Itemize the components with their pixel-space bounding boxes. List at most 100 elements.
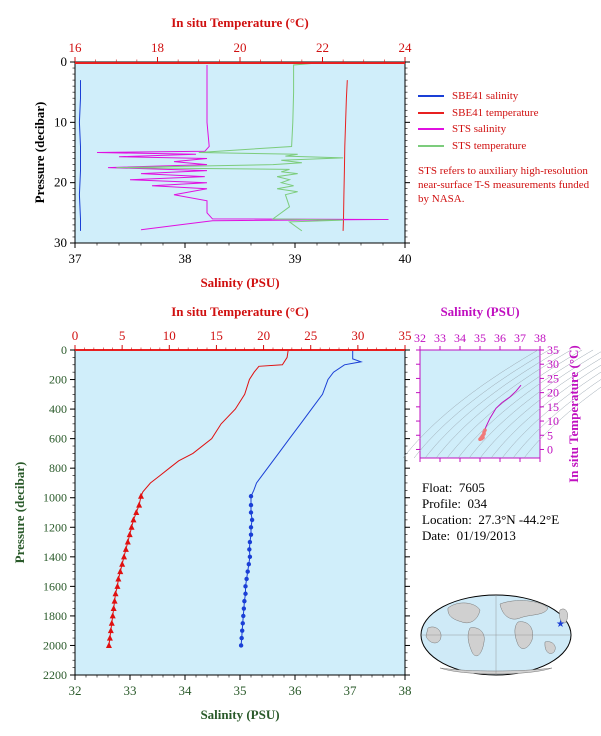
temperature-point: [114, 582, 121, 589]
float-value: 7605: [458, 480, 485, 495]
legend-label: SBE41 salinity: [452, 90, 519, 102]
bot-y-tick-label: 1000: [43, 491, 67, 505]
ts-x-tick-label: 37: [514, 331, 526, 345]
profile-label: Profile:: [422, 496, 461, 511]
bottom-axes: 32 33 34 35 36 37 38 Salinity (PSU) 0 5 10 15 20 25 30…: [12, 304, 412, 722]
salinity-point: [247, 539, 253, 545]
bot-xb-tick-label: 37: [344, 683, 358, 698]
bot-y-tick-label: 2200: [43, 668, 67, 682]
temperature-point: [109, 612, 116, 619]
ts-x-tick-label: 34: [454, 331, 466, 345]
temperature-point: [107, 627, 114, 634]
bot-xt-tick-label: 0: [72, 328, 79, 343]
temperature-point: [130, 516, 137, 523]
float-row: Float: 7605: [422, 480, 559, 496]
salinity-point: [245, 569, 250, 574]
top-xt-tick-label: 18: [151, 40, 164, 55]
salinity-point: [246, 562, 251, 567]
top-xt-tick-label: 24: [399, 40, 413, 55]
bot-xb-tick-label: 35: [234, 683, 247, 698]
bot-y-axis-label: Pressure (decibar): [12, 462, 27, 564]
temperature-point: [117, 568, 124, 575]
temperature-point: [138, 492, 144, 499]
temperature-point: [133, 509, 140, 515]
legend-label: SBE41 temperature: [452, 106, 539, 119]
top-series-line-2: [96, 65, 389, 231]
top-xb-tick-label: 37: [69, 251, 83, 266]
salinity-point: [249, 517, 255, 523]
ts-x-tick-label: 33: [434, 331, 446, 345]
globe-map: ★: [420, 594, 572, 676]
salinity-point: [240, 628, 245, 633]
salinity-point: [248, 494, 254, 499]
salinity-point: [243, 591, 248, 596]
profile-row: Profile: 034: [422, 496, 559, 512]
top-xt-tick-label: 22: [316, 40, 329, 55]
temperature-point: [124, 538, 131, 545]
top-xb-tick-label: 39: [289, 251, 302, 266]
top-axes: 37 38 39 40 Salinity (PSU) 16 18 20 22 24 In situ …: [32, 15, 412, 290]
ts-contour: [457, 349, 594, 459]
salinity-point: [248, 525, 254, 530]
bot-xb-tick-label: 34: [179, 683, 193, 698]
ts-contour: [468, 351, 601, 459]
bottom-profile-chart: 32 33 34 35 36 37 38 Salinity (PSU) 0 5 10 15 20 25 30…: [12, 304, 412, 722]
ts-axes: 32 33 34 35 36 37 38 Salinity (PSU) 051015202530…: [414, 304, 581, 483]
sts-note: STS refers to auxiliary high-resolution …: [418, 165, 590, 205]
ts-x-tick-label: 38: [534, 331, 546, 345]
legend-swatch: [418, 111, 444, 114]
top-series-line-3: [116, 62, 344, 232]
top-xt-tick-label: 20: [234, 40, 247, 55]
float-location-star-icon: ★: [556, 619, 565, 630]
bot-y-tick-label: 1200: [43, 520, 67, 534]
location-value: 27.3°N -44.2°E: [478, 512, 560, 527]
bot-y-tick-label: 800: [49, 461, 67, 475]
temperature-point: [110, 605, 117, 612]
ts-x-tick-label: 32: [414, 331, 426, 345]
top-xt-axis-label: In situ Temperature (°C): [171, 15, 309, 30]
temperature-point: [136, 501, 143, 508]
top-series-line-1: [342, 80, 348, 231]
ts-density-contours: [402, 349, 601, 459]
profile-value: 034: [467, 496, 488, 511]
legend-swatch: [418, 128, 444, 131]
ts-y-tick-label: 20: [547, 386, 559, 400]
ts-y-tick-label: 5: [547, 428, 553, 442]
salinity-point: [248, 502, 254, 508]
temperature-point: [105, 641, 112, 648]
bot-y-tick-label: 1800: [43, 609, 67, 623]
bot-y-tick-label: 1400: [43, 550, 67, 564]
legend-item-sbe41-salinity: SBE41 salinity: [418, 88, 538, 105]
date-value: 01/19/2013: [456, 528, 516, 543]
location-row: Location: 27.3°N -44.2°E: [422, 512, 559, 528]
salinity-point: [238, 643, 244, 648]
salinity-point: [242, 598, 247, 604]
top-profile-chart: 37 38 39 40 Salinity (PSU) 16 18 20 22 24 In situ …: [32, 15, 412, 290]
bottom-plot-area: [74, 349, 406, 676]
bot-y-tick-label: 2000: [43, 638, 67, 652]
legend-swatch: [418, 95, 444, 98]
top-y-axis-label: Pressure (decibar): [32, 102, 47, 204]
salinity-point: [248, 510, 254, 515]
ts-y-tick-label: 35: [547, 343, 559, 357]
ts-y-tick-label: 0: [547, 442, 553, 456]
ts-y-tick-label: 30: [547, 357, 559, 371]
temperature-point: [111, 597, 118, 604]
salinity-point: [243, 584, 248, 589]
ts-contour: [512, 379, 601, 459]
salinity-point: [241, 613, 246, 619]
top-y-tick-label: 20: [54, 175, 67, 190]
ts-y-tick-label: 15: [547, 400, 559, 414]
bot-xb-tick-label: 33: [124, 683, 137, 698]
bot-xt-axis-label: In situ Temperature (°C): [171, 304, 309, 319]
bot-y-tick-label: 600: [49, 432, 67, 446]
bot-xb-axis-label: Salinity (PSU): [200, 707, 279, 722]
ts-contour: [490, 364, 601, 459]
ts-series-group: [478, 384, 522, 442]
ts-contour: [402, 349, 539, 459]
salinity-point: [244, 576, 249, 582]
bot-y-tick-label: 0: [61, 343, 67, 357]
ts-x-tick-label: 35: [474, 331, 486, 345]
temperature-point: [128, 523, 135, 530]
